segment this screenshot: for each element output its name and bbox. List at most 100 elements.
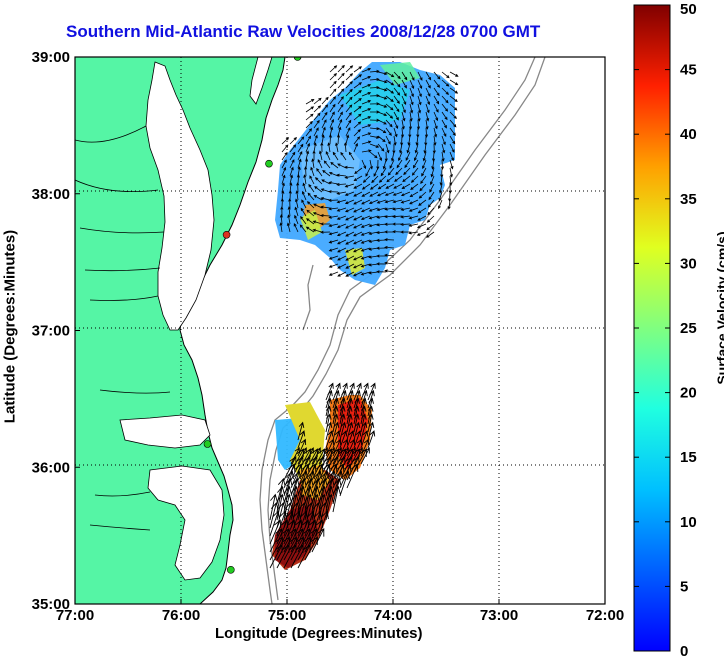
- velocity-arrow: [344, 199, 355, 205]
- velocity-arrow: [369, 85, 380, 90]
- velocity-arrow: [337, 263, 347, 269]
- colorbar-tick-label: 5: [680, 578, 688, 595]
- velocity-arrow: [408, 231, 419, 235]
- velocity-arrow: [361, 116, 372, 121]
- velocity-arrow: [392, 207, 403, 211]
- velocity-arrow: [401, 71, 408, 81]
- velocity-arrow: [417, 103, 422, 114]
- velocity-arrow: [360, 263, 371, 268]
- velocity-arrow: [393, 127, 398, 138]
- velocity-arrow: [337, 239, 347, 245]
- velocity-arrow: [440, 159, 445, 170]
- pamlico-sound: [147, 465, 225, 581]
- velocity-arrow: [297, 527, 311, 553]
- velocity-arrow: [376, 207, 387, 212]
- velocity-arrow: [376, 246, 387, 250]
- velocity-arrow: [418, 199, 427, 206]
- velocity-arrow: [332, 421, 340, 441]
- velocity-arrow: [360, 413, 367, 433]
- velocity-arrow: [417, 79, 423, 90]
- velocity-arrow: [288, 190, 292, 201]
- velocity-arrow: [423, 143, 427, 154]
- velocity-arrow: [353, 263, 363, 269]
- velocity-arrow: [360, 421, 368, 441]
- velocity-arrow: [449, 119, 457, 128]
- velocity-arrow: [431, 151, 436, 162]
- velocity-arrow: [336, 207, 347, 212]
- velocity-arrow: [424, 127, 429, 138]
- velocity-arrow: [313, 142, 317, 153]
- velocity-arrow: [368, 199, 379, 205]
- velocity-arrow: [401, 79, 407, 89]
- velocity-arrow: [280, 198, 284, 209]
- velocity-arrow: [325, 455, 339, 481]
- velocity-arrow: [332, 151, 339, 161]
- velocity-arrow: [332, 389, 340, 409]
- velocity-arrow: [378, 175, 387, 183]
- colorbar-tick-label: 50: [680, 1, 697, 18]
- velocity-arrow: [392, 222, 403, 226]
- velocity-arrow: [353, 382, 362, 401]
- velocity-arrow: [310, 166, 315, 177]
- velocity-arrow: [449, 151, 454, 162]
- velocity-arrow: [316, 168, 323, 177]
- velocity-arrow: [313, 105, 322, 113]
- velocity-arrow: [332, 382, 341, 401]
- velocity-arrow: [318, 150, 323, 161]
- velocity-arrow: [313, 195, 323, 201]
- velocity-arrow: [353, 66, 363, 73]
- velocity-arrow: [297, 455, 311, 481]
- velocity-arrow: [344, 207, 355, 213]
- velocity-arrow: [385, 143, 390, 154]
- velocity-arrow: [368, 207, 379, 212]
- velocity-arrow: [425, 95, 431, 106]
- velocity-arrow: [296, 174, 301, 185]
- velocity-arrow: [325, 405, 332, 425]
- velocity-arrow: [305, 106, 315, 113]
- velocity-arrow: [329, 126, 334, 137]
- velocity-arrow: [336, 231, 347, 237]
- velocity-arrow: [301, 190, 307, 201]
- velocity-arrow: [384, 253, 395, 257]
- x-tick-label: 72:00: [586, 607, 624, 624]
- velocity-arrow: [447, 199, 451, 210]
- velocity-arrow: [353, 90, 362, 97]
- x-tick-label: 77:00: [56, 607, 94, 624]
- velocity-arrow: [328, 190, 339, 194]
- velocity-arrow: [421, 167, 427, 177]
- velocity-arrow: [297, 136, 305, 145]
- velocity-arrow: [287, 206, 291, 217]
- velocity-arrow: [283, 510, 294, 537]
- velocity-arrow: [377, 71, 388, 76]
- velocity-arrow: [369, 191, 379, 197]
- velocity-arrow: [426, 223, 435, 231]
- velocity-arrow: [311, 485, 320, 513]
- velocity-arrow: [369, 69, 380, 73]
- velocity-arrow: [377, 95, 388, 100]
- velocity-arrow: [404, 159, 411, 169]
- velocity-arrow: [425, 231, 435, 238]
- velocity-arrow: [401, 95, 407, 106]
- velocity-arrow: [401, 87, 407, 97]
- velocity-arrow: [371, 175, 379, 184]
- velocity-arrow: [380, 167, 387, 177]
- velocity-arrow: [417, 111, 421, 122]
- velocity-arrow: [385, 135, 391, 145]
- y-tick-label: 39:00: [32, 49, 70, 66]
- velocity-arrow: [320, 196, 331, 201]
- radar-station-marker: [265, 159, 273, 168]
- y-tick-label: 38:00: [32, 186, 70, 203]
- velocity-arrow: [449, 79, 459, 86]
- velocity-arrow: [441, 95, 449, 104]
- velocity-arrow: [294, 214, 299, 225]
- velocity-arrow: [384, 269, 395, 273]
- velocity-arrow: [385, 119, 393, 128]
- velocity-arrow: [353, 142, 358, 153]
- velocity-arrow: [417, 71, 423, 81]
- velocity-arrow: [346, 455, 360, 481]
- velocity-arrow: [408, 207, 419, 212]
- velocity-arrow: [353, 207, 363, 213]
- velocity-arrow: [367, 405, 374, 425]
- velocity-arrow: [339, 421, 347, 441]
- velocity-arrow: [280, 206, 284, 217]
